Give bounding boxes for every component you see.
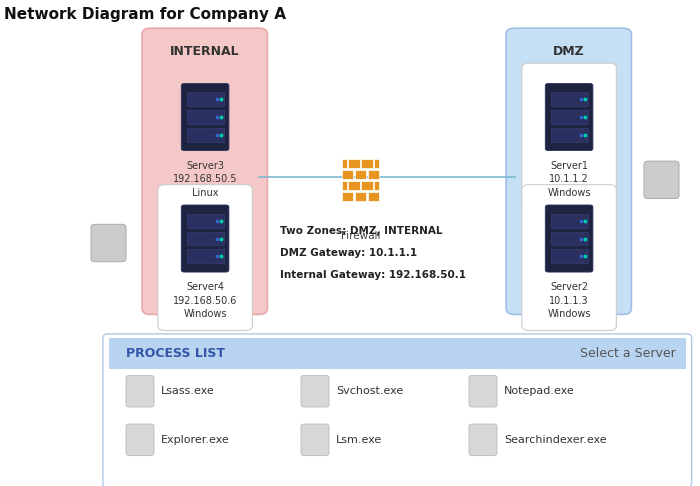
Text: Server2: Server2 — [550, 282, 588, 292]
Text: 10.1.1.3: 10.1.1.3 — [550, 295, 589, 306]
Text: DMZ Gateway: 10.1.1.1: DMZ Gateway: 10.1.1.1 — [280, 248, 417, 258]
Bar — [349, 181, 360, 190]
Text: 192.168.50.6: 192.168.50.6 — [173, 295, 237, 306]
Bar — [551, 232, 587, 245]
Bar — [551, 249, 587, 263]
FancyBboxPatch shape — [158, 185, 252, 330]
FancyBboxPatch shape — [301, 375, 329, 407]
Bar — [355, 192, 366, 201]
Bar — [342, 192, 354, 201]
Text: Server1: Server1 — [550, 160, 588, 171]
Bar — [551, 214, 587, 228]
Bar — [187, 214, 223, 228]
FancyBboxPatch shape — [301, 424, 329, 456]
Bar — [355, 170, 366, 179]
FancyBboxPatch shape — [506, 28, 631, 314]
Text: Svchost.exe: Svchost.exe — [336, 386, 403, 396]
Bar — [187, 110, 223, 124]
FancyBboxPatch shape — [126, 375, 154, 407]
Text: Server3: Server3 — [186, 160, 224, 171]
FancyBboxPatch shape — [142, 28, 267, 314]
Bar — [187, 92, 223, 106]
Bar — [342, 181, 347, 190]
Text: Explorer.exe: Explorer.exe — [161, 435, 230, 445]
Bar — [187, 249, 223, 263]
FancyBboxPatch shape — [469, 375, 497, 407]
Text: 10.1.1.2: 10.1.1.2 — [550, 174, 589, 184]
FancyBboxPatch shape — [545, 84, 593, 151]
Text: Two Zones: DMZ, INTERNAL: Two Zones: DMZ, INTERNAL — [280, 226, 442, 236]
Text: Windows: Windows — [183, 309, 227, 319]
Text: Lsass.exe: Lsass.exe — [161, 386, 215, 396]
Text: DMZ: DMZ — [553, 45, 584, 57]
Bar — [349, 159, 360, 168]
Text: Select a Server: Select a Server — [580, 347, 676, 360]
Text: PROCESS LIST: PROCESS LIST — [126, 347, 225, 360]
FancyBboxPatch shape — [126, 424, 154, 456]
Bar — [551, 92, 587, 106]
Bar — [368, 170, 379, 179]
Text: Windows: Windows — [547, 309, 591, 319]
Bar — [551, 128, 587, 142]
Text: Windows: Windows — [547, 188, 591, 198]
FancyBboxPatch shape — [522, 63, 616, 209]
FancyBboxPatch shape — [181, 205, 229, 272]
Bar — [187, 232, 223, 245]
Text: Network Diagram for Company A: Network Diagram for Company A — [4, 7, 286, 22]
Bar — [368, 192, 379, 201]
Bar — [374, 181, 379, 190]
Bar — [342, 159, 347, 168]
Text: Notepad.exe: Notepad.exe — [504, 386, 575, 396]
Bar — [361, 181, 372, 190]
FancyBboxPatch shape — [469, 424, 497, 456]
Bar — [551, 110, 587, 124]
FancyBboxPatch shape — [103, 334, 692, 486]
Text: Linux: Linux — [192, 188, 218, 198]
Text: 192.168.50.5: 192.168.50.5 — [173, 174, 237, 184]
FancyBboxPatch shape — [644, 161, 679, 198]
Text: Server4: Server4 — [186, 282, 224, 292]
Bar — [187, 128, 223, 142]
FancyBboxPatch shape — [91, 225, 126, 261]
Text: Firewall: Firewall — [341, 231, 380, 241]
Bar — [108, 338, 686, 369]
FancyBboxPatch shape — [181, 84, 229, 151]
FancyBboxPatch shape — [545, 205, 593, 272]
Text: Lsm.exe: Lsm.exe — [336, 435, 382, 445]
Text: Internal Gateway: 192.168.50.1: Internal Gateway: 192.168.50.1 — [280, 270, 466, 279]
Bar — [361, 159, 372, 168]
Bar — [342, 170, 354, 179]
FancyBboxPatch shape — [522, 185, 616, 330]
Text: INTERNAL: INTERNAL — [170, 45, 239, 57]
Text: Searchindexer.exe: Searchindexer.exe — [504, 435, 607, 445]
Bar — [374, 159, 379, 168]
